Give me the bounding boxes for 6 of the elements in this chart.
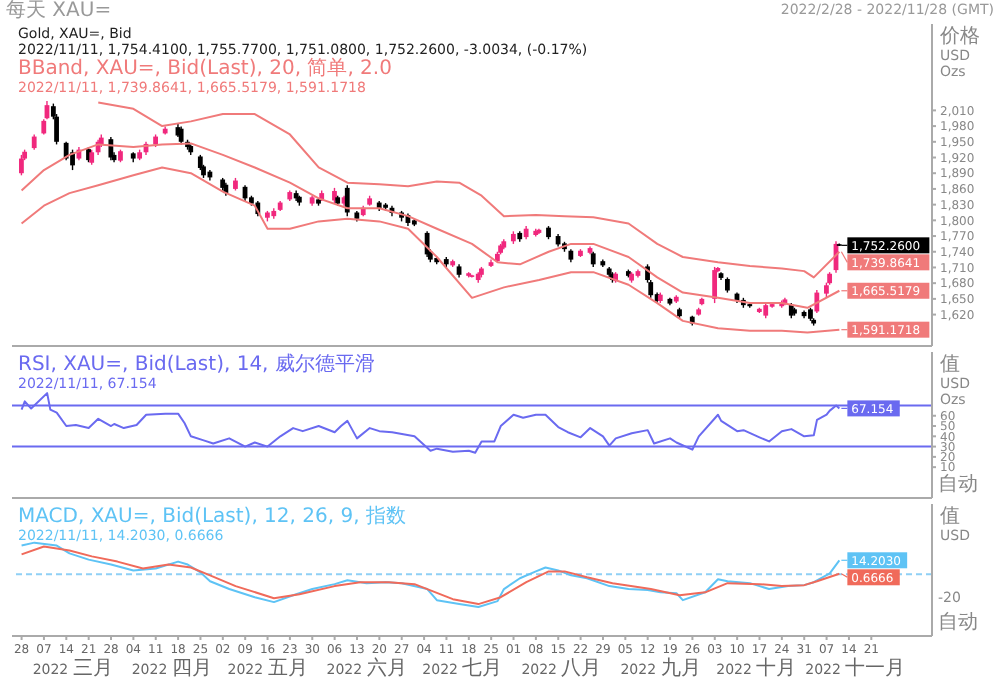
annotation: BBand, XAU=, Bid(Last), 20, 简单, 2.0 — [18, 58, 394, 80]
text: 自动 — [938, 612, 978, 634]
text: 每天 XAU= — [6, 0, 112, 22]
chart-title: RSI, XAU=, Bid(Last), 14, 威尔德平滑 — [18, 354, 375, 376]
text: 自动 — [938, 474, 978, 496]
chart-title: MACD, XAU=, Bid(Last), 12, 26, 9, 指数 — [18, 506, 406, 528]
